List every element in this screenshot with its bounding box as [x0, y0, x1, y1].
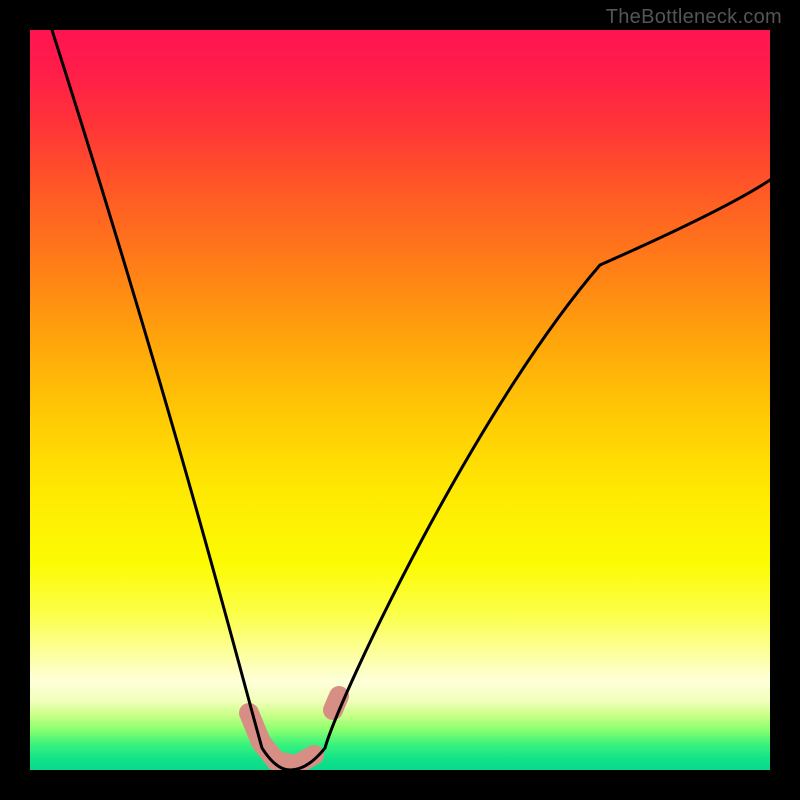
- highlight-band: [249, 696, 339, 765]
- plot-area: [30, 30, 770, 770]
- curve-layer: [30, 30, 770, 770]
- watermark-label: TheBottleneck.com: [606, 6, 782, 29]
- chart-frame: TheBottleneck.com: [0, 0, 800, 800]
- bottleneck-curve: [52, 30, 770, 770]
